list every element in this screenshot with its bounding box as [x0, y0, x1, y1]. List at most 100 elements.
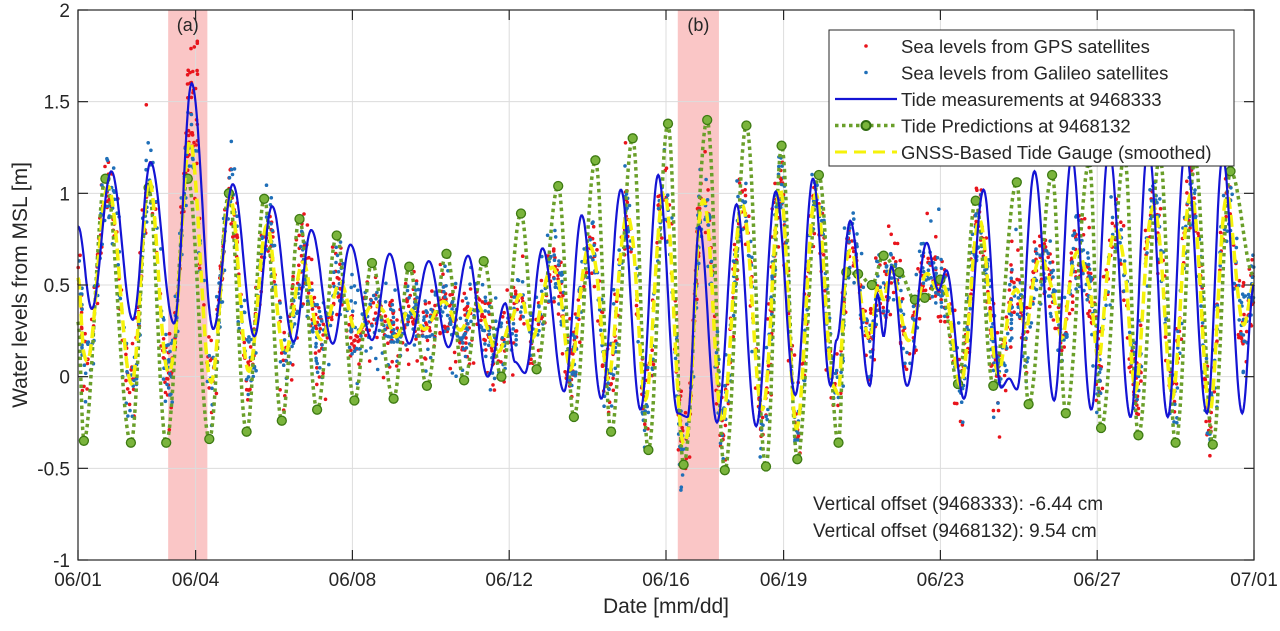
gps-point: [1025, 305, 1029, 310]
gps-point: [1046, 255, 1050, 260]
galileo-point: [934, 301, 938, 305]
galileo-point: [1051, 275, 1055, 279]
gps-point: [354, 333, 358, 338]
x-tick-label: 07/01: [1230, 570, 1278, 591]
gps-point: [423, 356, 427, 360]
galileo-point: [269, 196, 274, 200]
gps-point: [83, 331, 87, 336]
gps-point: [590, 271, 594, 276]
gps-point: [596, 319, 600, 323]
galileo-point: [168, 393, 172, 397]
galileo-point: [350, 309, 355, 314]
galileo-point: [486, 310, 491, 314]
gps-point: [1032, 240, 1037, 244]
galileo-point: [884, 264, 889, 268]
galileo-point: [929, 219, 933, 223]
prediction-marker: [421, 380, 433, 391]
galileo-point: [552, 258, 557, 263]
galileo-point: [996, 401, 1000, 405]
gps-point: [743, 193, 748, 198]
gps-point: [650, 348, 654, 353]
gps-point: [348, 335, 353, 340]
prediction-marker: [241, 426, 252, 437]
prediction-marker: [866, 279, 877, 291]
gps-point: [127, 390, 132, 395]
highlight-labels: (a) (b): [177, 15, 710, 35]
gps-point: [714, 402, 719, 406]
gps-point: [1009, 263, 1013, 267]
gps-point: [939, 298, 943, 302]
galileo-point: [697, 261, 701, 266]
gps-point: [367, 359, 372, 363]
gps-point: [480, 300, 485, 304]
gps-point: [560, 352, 565, 356]
galileo-point: [855, 232, 859, 236]
galileo-point: [347, 345, 352, 350]
prediction-marker: [1046, 169, 1058, 181]
legend-label: Sea levels from GPS satellites: [901, 36, 1150, 57]
galileo-point: [165, 382, 169, 387]
galileo-point: [779, 182, 784, 187]
gps-point: [676, 448, 681, 452]
gps-point: [1004, 315, 1009, 319]
galileo-point: [468, 282, 472, 287]
gps-point: [195, 161, 199, 166]
gps-point: [1122, 298, 1126, 303]
gps-point: [373, 311, 378, 315]
gps-point: [1139, 379, 1143, 383]
prediction-marker: [719, 465, 730, 476]
prediction-marker: [78, 435, 90, 446]
gps-point: [190, 131, 194, 135]
gps-point: [163, 390, 168, 395]
prediction-marker: [627, 133, 638, 144]
galileo-point: [463, 331, 468, 336]
galileo-point: [349, 285, 354, 290]
prediction-marker: [894, 267, 905, 278]
gps-point: [869, 311, 873, 315]
galileo-point: [445, 313, 450, 318]
galileo-point: [466, 301, 470, 306]
gps-point: [297, 263, 301, 268]
prediction-marker: [813, 169, 825, 181]
galileo-point: [314, 359, 319, 363]
y-tick-label: 1: [59, 184, 70, 205]
gps-point: [464, 341, 468, 345]
galileo-point: [1230, 192, 1234, 197]
gps-point: [312, 295, 317, 300]
galileo-point: [443, 305, 448, 310]
gps-point: [161, 337, 166, 341]
galileo-point: [391, 320, 396, 325]
galileo-point: [609, 404, 614, 408]
galileo-point: [454, 374, 458, 379]
gps-point: [703, 149, 707, 154]
gps-point: [383, 314, 388, 318]
galileo-point: [545, 233, 550, 238]
gps-point: [891, 290, 896, 295]
galileo-point: [1118, 240, 1122, 245]
galileo-point: [617, 248, 621, 252]
gps-point: [651, 362, 656, 367]
gps-point: [390, 298, 394, 303]
gps-point: [914, 348, 918, 353]
galileo-point: [744, 181, 748, 186]
galileo-point: [560, 279, 564, 284]
galileo-point: [511, 321, 516, 326]
y-tick-label: -0.5: [37, 459, 70, 480]
prediction-marker: [1095, 422, 1107, 434]
gps-point: [306, 291, 311, 295]
galileo-point: [1044, 249, 1049, 253]
gps-point: [1062, 345, 1066, 349]
gps-point: [1196, 231, 1200, 236]
galileo-point: [336, 270, 341, 274]
galileo-point: [1070, 261, 1074, 265]
galileo-point: [230, 172, 235, 177]
galileo-point: [1008, 282, 1012, 287]
galileo-point: [374, 297, 378, 301]
galileo-point: [453, 281, 458, 286]
galileo-point: [1089, 276, 1093, 281]
galileo-point: [318, 315, 323, 319]
gps-point: [889, 232, 893, 237]
legend-dot-icon: [864, 70, 868, 75]
galileo-point: [146, 141, 150, 145]
